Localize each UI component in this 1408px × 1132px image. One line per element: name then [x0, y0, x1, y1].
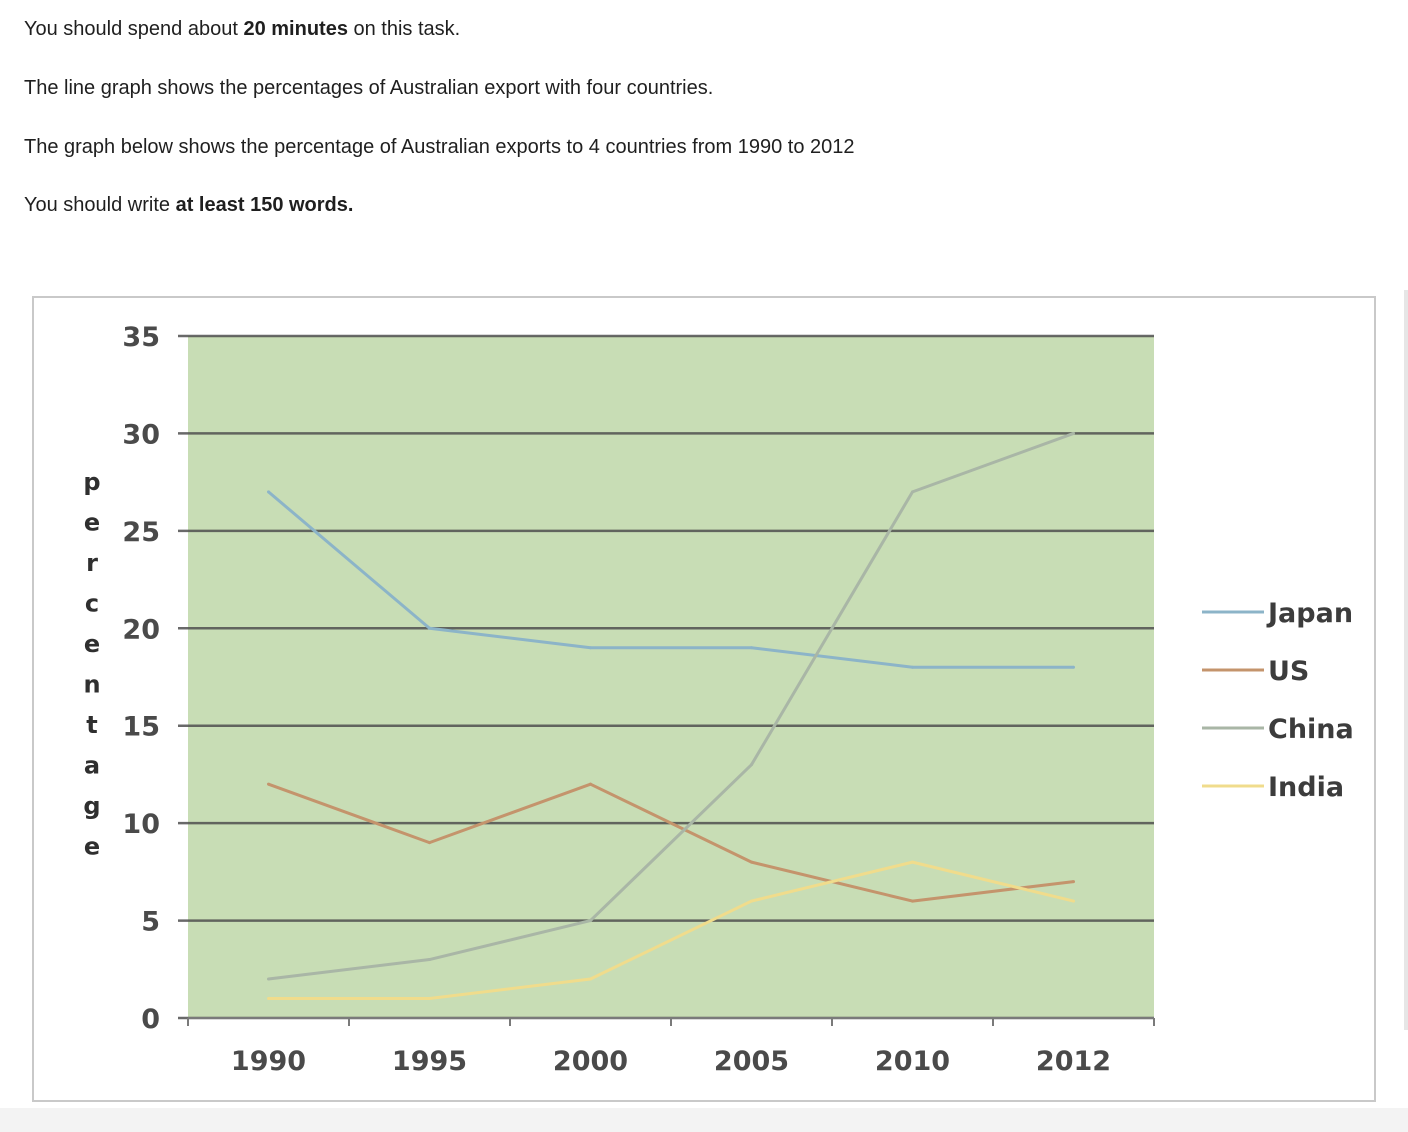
- y-tick-label: 15: [122, 712, 160, 743]
- series-line-us: [267, 782, 1074, 903]
- data-point-china: [750, 763, 753, 767]
- data-point-india: [1072, 899, 1075, 903]
- y-tick-label: 0: [141, 1004, 160, 1035]
- y-tick-label: 10: [122, 809, 160, 840]
- data-point-us: [911, 899, 914, 903]
- word-count-instruction: You should write at least 150 words.: [24, 194, 354, 216]
- data-point-japan: [911, 665, 914, 669]
- y-axis-label-letter: a: [84, 752, 100, 780]
- x-tick-label: 1995: [392, 1046, 467, 1077]
- y-tick-label: 30: [122, 419, 160, 450]
- plot-area: [188, 336, 1154, 1018]
- data-point-china: [267, 977, 270, 981]
- legend-label-us: US: [1268, 656, 1309, 687]
- data-point-china: [428, 958, 431, 962]
- data-point-us: [267, 782, 270, 786]
- data-point-india: [267, 997, 270, 1001]
- y-tick-label: 5: [141, 907, 160, 938]
- data-point-india: [750, 899, 753, 903]
- x-tick-label: 1990: [231, 1046, 306, 1077]
- y-axis-label-letter: r: [86, 549, 98, 577]
- data-point-japan: [267, 490, 270, 494]
- x-tick-label: 2000: [553, 1046, 628, 1077]
- legend-label-india: India: [1268, 772, 1344, 803]
- y-axis-label-letter: t: [86, 711, 97, 739]
- y-tick-label: 20: [122, 614, 160, 645]
- data-point-china: [589, 919, 592, 923]
- scrollbar-edge: [1404, 290, 1408, 1030]
- legend-label-china: China: [1268, 714, 1354, 745]
- series-line-india: [268, 860, 1074, 1001]
- legend-label-japan: Japan: [1266, 598, 1353, 629]
- y-axis-label-letter: n: [83, 671, 100, 699]
- data-point-us: [589, 782, 592, 786]
- y-axis-label-letter: e: [84, 833, 100, 861]
- series-line-japan: [267, 490, 1074, 669]
- chart-description: The line graph shows the percentages of …: [24, 77, 714, 99]
- data-point-us: [750, 860, 753, 864]
- task-time-instruction: You should spend about 20 minutes on thi…: [24, 18, 461, 40]
- chart-frame: 0 5 10 15 20 25 30 35 1990 1995 2000 2005 2010 2012 p e…: [32, 296, 1376, 1102]
- y-tick-label: 25: [122, 517, 160, 548]
- data-point-japan: [750, 646, 753, 650]
- x-tick-label: 2005: [714, 1046, 789, 1077]
- data-point-india: [428, 997, 431, 1001]
- data-point-us: [1072, 880, 1075, 884]
- data-point-india: [911, 860, 914, 864]
- data-point-japan: [589, 646, 592, 650]
- data-point-china: [1072, 431, 1075, 435]
- page-bottom-strip: [0, 1108, 1408, 1132]
- series-line-china: [268, 432, 1075, 981]
- data-point-japan: [1072, 665, 1075, 669]
- x-tick-label: 2012: [1036, 1046, 1111, 1077]
- y-tick-label: 35: [122, 322, 160, 353]
- y-axis-label-letter: e: [84, 630, 100, 658]
- data-point-india: [589, 977, 592, 981]
- data-point-japan: [428, 626, 431, 630]
- data-point-us: [428, 841, 431, 845]
- y-axis-label-letter: e: [84, 509, 100, 537]
- y-axis-label-letter: p: [83, 468, 100, 496]
- chart-description-detail: The graph below shows the percentage of …: [24, 136, 855, 158]
- y-axis-label-letter: g: [83, 792, 100, 820]
- data-point-china: [911, 490, 914, 494]
- x-tick-label: 2010: [875, 1046, 950, 1077]
- y-axis-label-letter: c: [85, 590, 99, 618]
